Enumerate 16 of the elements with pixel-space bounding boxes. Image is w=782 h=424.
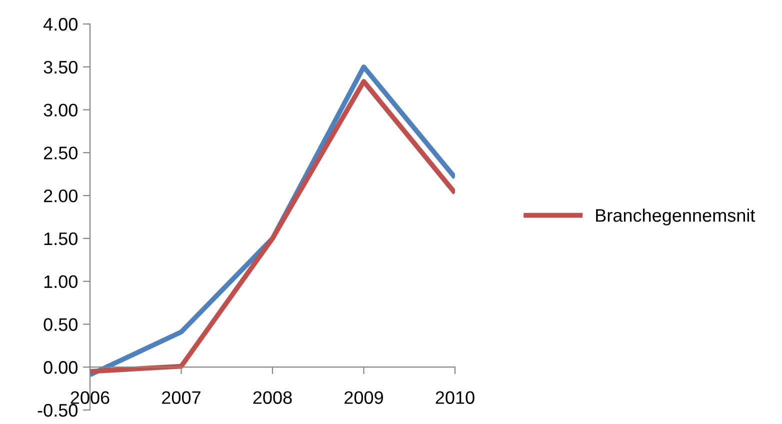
y-tick-label: 2.50 (44, 146, 78, 160)
y-tick-label: 1.00 (44, 275, 78, 288)
x-tick-label: 2008 (253, 391, 292, 404)
y-tick-label: 3.50 (44, 60, 78, 74)
y-tick-label: 2.00 (44, 189, 78, 202)
y-tick-label: 0.00 (44, 361, 78, 374)
x-tick-label: 2006 (70, 391, 110, 404)
y-tick-label: 3.00 (44, 104, 78, 116)
x-tick-label: 2007 (162, 391, 200, 404)
y-tick-label: 0.50 (44, 318, 78, 331)
x-tick-label: 2009 (344, 391, 383, 404)
y-tick-label: 4.00 (43, 18, 78, 31)
x-tick-label: 2010 (436, 391, 474, 404)
y-tick-label: -0.50 (38, 404, 78, 417)
y-tick-label: 1.50 (44, 232, 78, 246)
legend-label: Branchegennemsnit (596, 208, 756, 226)
